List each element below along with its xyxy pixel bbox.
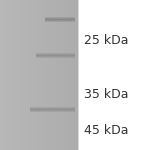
Text: 25 kDa: 25 kDa xyxy=(84,34,129,47)
Text: 45 kDa: 45 kDa xyxy=(84,124,129,137)
Text: 35 kDa: 35 kDa xyxy=(84,88,129,101)
